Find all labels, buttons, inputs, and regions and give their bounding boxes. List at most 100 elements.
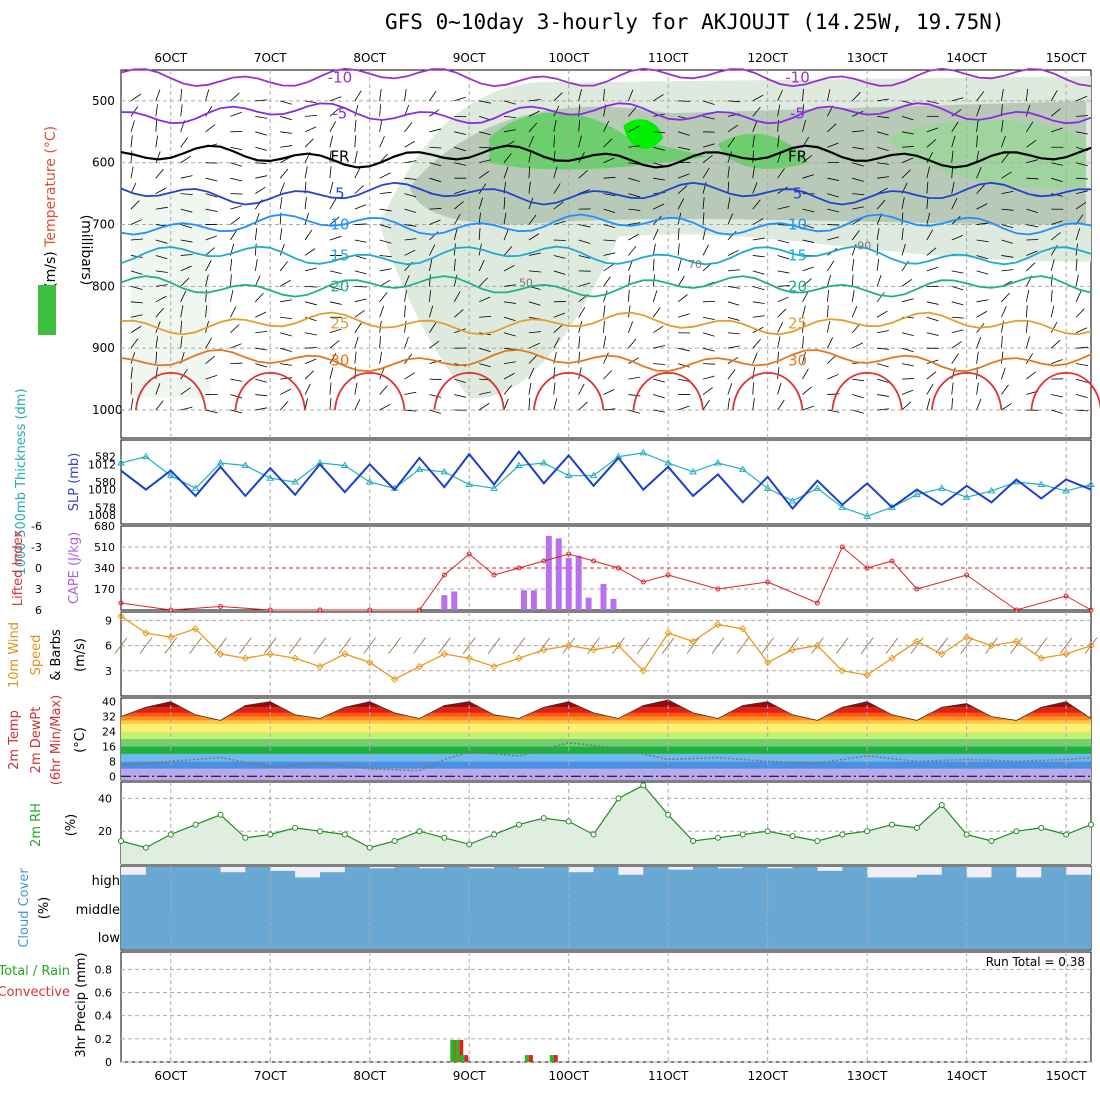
wind-barb (155, 135, 159, 148)
wind-barb (379, 88, 382, 101)
wind-barb (329, 181, 334, 194)
cape-tick: 340 (94, 562, 115, 575)
thickness-tick: 582 (95, 451, 116, 464)
wind-barb (1026, 224, 1039, 228)
wind-barb (404, 320, 407, 333)
temp-band (121, 768, 1091, 780)
wind-barb (354, 382, 358, 395)
time-label-bottom: 14OCT (946, 1069, 987, 1083)
isotherm-line (120, 348, 1092, 373)
cape-bar (545, 535, 552, 610)
wind-barb (479, 363, 491, 368)
cape-tick: 510 (94, 541, 115, 554)
wind-barb (727, 398, 730, 411)
wind-barb (736, 637, 750, 654)
wind-barb (205, 177, 218, 182)
cloud-high-gap (767, 867, 793, 869)
wind-barb (130, 338, 139, 349)
wind-barb (628, 177, 641, 182)
wind-barb (686, 637, 700, 654)
wind-speed-point (913, 637, 921, 646)
wind-barb (1025, 336, 1030, 349)
wind-barb (130, 93, 142, 102)
wind-barb (404, 275, 410, 287)
wind-barb (553, 201, 564, 210)
li-tick: -6 (31, 520, 42, 533)
li-point (715, 586, 721, 592)
wind-barb (603, 290, 608, 302)
wind-barb (130, 314, 143, 318)
thickness-point (589, 471, 598, 479)
wind-barb (404, 305, 406, 318)
wind-speed-point (987, 641, 996, 650)
wind-barb (603, 193, 616, 197)
rh-point (192, 821, 199, 828)
wind-barb (876, 146, 889, 152)
time-label-bottom: 11OCT (648, 1069, 689, 1083)
wind-barb (852, 130, 865, 133)
wind-barb (677, 275, 685, 287)
wind-speed-point (838, 667, 846, 675)
rh-point (466, 841, 473, 848)
wind-axis-title: Speed (29, 635, 44, 676)
li-point (1088, 607, 1094, 613)
wind-barb (876, 310, 888, 318)
wind-barb (304, 138, 314, 148)
wind-barb (852, 217, 863, 225)
temp-tick: 8 (109, 755, 116, 768)
li-point (864, 565, 870, 571)
wind-barb (578, 170, 588, 179)
wind-barb (578, 89, 582, 102)
isotherm-label: 30 (788, 352, 807, 370)
rh-shading (130, 76, 1092, 399)
wind-barb (860, 637, 874, 654)
rh-point (963, 831, 970, 838)
li-tick: 0 (35, 562, 42, 575)
wind-barb (553, 135, 556, 148)
wind-barb (1026, 250, 1038, 256)
wind-barb (553, 166, 558, 179)
wind-barb (155, 206, 168, 210)
li-axis-title: Lifted Index (11, 529, 26, 606)
wind-barb (230, 274, 232, 287)
wind-barb (453, 213, 461, 225)
wind-barb (578, 119, 581, 132)
isotherm-label: FR (330, 148, 349, 166)
wind-barb (239, 637, 252, 654)
wind-barb (628, 107, 637, 117)
wind-barb (553, 270, 566, 275)
wind-barb (379, 268, 392, 272)
precip-bar (528, 1055, 533, 1062)
rh-point (341, 831, 348, 838)
upper-axis-title-part: Temperature (°C) (43, 121, 59, 247)
wind-speed-point (515, 654, 523, 662)
wind-barb (628, 193, 641, 198)
wind-barb (503, 197, 506, 210)
wind-barb (429, 128, 442, 133)
wind-barb (976, 203, 988, 210)
wind-barb (329, 121, 337, 133)
rh-area (887, 119, 1087, 189)
wind-barb (653, 177, 666, 181)
wind-barb (354, 351, 357, 364)
wind-barb (354, 204, 367, 210)
wind-speed-point (366, 658, 374, 667)
cloud-high-gap (319, 867, 345, 873)
wind-barb (603, 239, 616, 242)
wind-barb (1075, 190, 1088, 195)
wind-barb (885, 637, 899, 654)
time-label-top: 7OCT (254, 51, 287, 65)
thickness-point (788, 497, 797, 504)
rh-point (167, 831, 174, 838)
wind-unit: (m/s) (73, 638, 88, 672)
wind-barb (429, 219, 441, 225)
wind-barb (230, 324, 240, 334)
wind-barb (802, 266, 814, 272)
wind-barb (180, 406, 193, 411)
wind-barb (653, 394, 665, 399)
wind-barb (429, 146, 442, 149)
wind-barb (603, 88, 605, 101)
wind-barb (960, 637, 973, 654)
wind-speed-point (1062, 650, 1070, 658)
wind-barb (1010, 637, 1023, 654)
